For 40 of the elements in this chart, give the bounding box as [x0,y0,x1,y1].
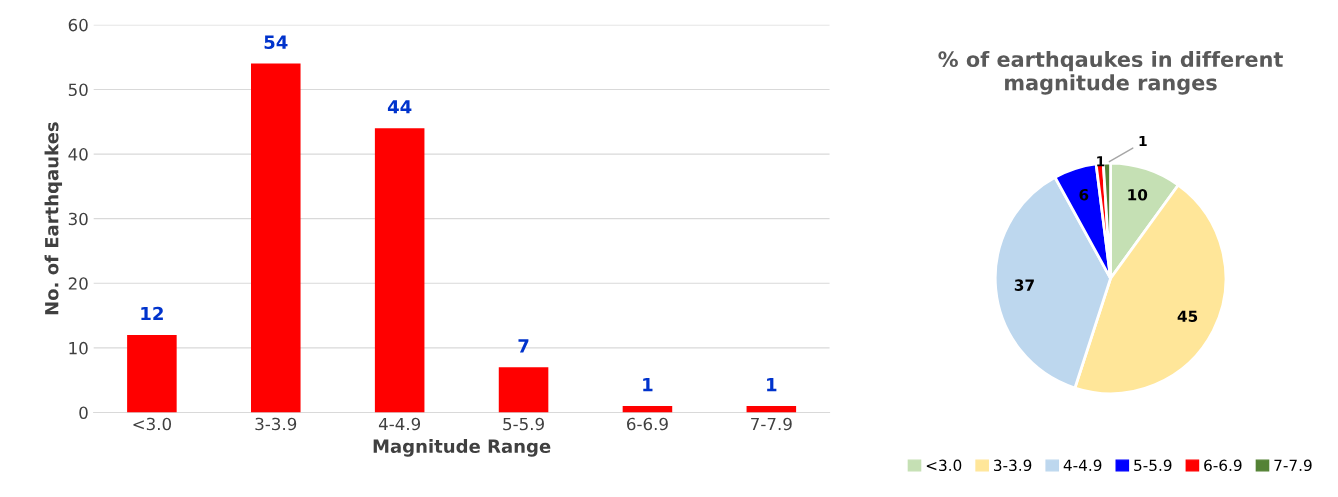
data-label: 1 [1097,156,1105,167]
data-label: 1 [767,378,777,392]
y-tick-label: 30 [68,212,88,226]
data-label: 6 [1079,188,1089,201]
legend-label: 6-6.9 [1204,459,1242,472]
y-tick-label: 0 [79,406,88,420]
bar [746,406,797,413]
data-label: 12 [141,306,163,321]
legend-label: <3.0 [926,459,962,472]
y-tick-label: 40 [68,148,88,161]
bar [127,334,177,413]
y-tick-label: 10 [69,341,88,355]
x-axis-title: Magnitude Range [373,439,551,457]
x-tick-label: 5-5.9 [503,417,544,431]
legend-label: 3-3.9 [994,459,1032,472]
y-tick-label: 60 [68,18,88,32]
data-label: 7 [518,339,529,353]
bar [622,406,673,413]
legend-label: 4-4.9 [1063,459,1102,472]
data-label: 1 [1139,135,1147,147]
bar [498,367,549,413]
chart-title: % of earthqaukes in different magnitude ranges [938,50,1283,95]
data-label: 37 [1014,279,1034,291]
legend-label: 7-7.9 [1274,459,1312,472]
x-tick-label: 3-3.9 [255,417,297,431]
x-tick-label: <3.0 [133,417,172,431]
data-label: 10 [1128,188,1148,201]
legend-label: 5-5.9 [1134,459,1172,472]
x-tick-label: 7-7.9 [751,417,792,431]
bar [251,63,301,413]
y-tick-label: 20 [68,277,88,290]
x-tick-label: 6-6.9 [627,417,668,431]
data-label: 45 [1177,310,1198,323]
y-axis-title: No. of Earthqaukes [44,122,63,315]
data-label: 1 [643,378,653,392]
data-label: 54 [264,35,288,50]
bar [374,128,425,413]
x-tick-label: 4-4.9 [378,417,421,431]
y-tick-label: 50 [68,83,88,97]
data-label: 44 [387,100,412,114]
